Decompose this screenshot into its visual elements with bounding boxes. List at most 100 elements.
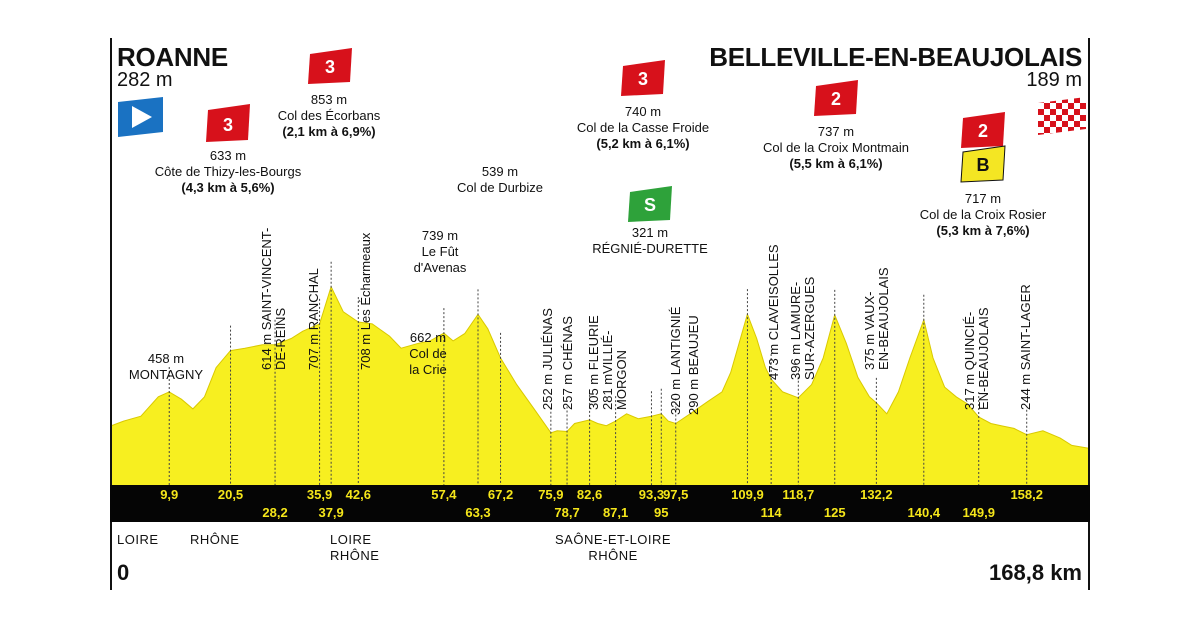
montagny-name: MONTAGNY	[129, 367, 203, 382]
place-lantignie: 320 m LANTIGNIÉ	[668, 306, 683, 415]
km-label-top: 132,2	[860, 487, 893, 502]
cat2-badge-montmain: 2	[814, 80, 858, 116]
sprint-altitude: 321 m	[632, 225, 668, 240]
svg-text:3: 3	[325, 57, 335, 77]
climb-ecorbans-name: Col des Écorbans	[278, 108, 381, 123]
svg-text:2: 2	[831, 89, 841, 109]
svg-text:2: 2	[978, 121, 988, 141]
crie-name-1: Col de	[409, 346, 447, 361]
finish-city: BELLEVILLE-EN-BEAUJOLAIS	[709, 42, 1082, 72]
climb-montmain-altitude: 737 m	[818, 124, 854, 139]
marker-lines	[168, 261, 1028, 485]
vertical-place-labels: 614 m SAINT-VINCENT-DE-REINS 707 m RANCH…	[259, 228, 1033, 415]
region-saone-rhone: SAÔNE-ET-LOIRE RHÔNE	[555, 532, 672, 564]
durbize-altitude: 539 m	[482, 164, 518, 179]
climb-thizy-name: Côte de Thizy-les-Bourgs	[155, 164, 302, 179]
sprint-badge: S	[628, 186, 672, 222]
svg-text:3: 3	[638, 69, 648, 89]
start-city: ROANNE	[117, 42, 228, 72]
place-fleurie: 305 m FLEURIE	[586, 315, 601, 410]
checkered-flag-icon	[1038, 97, 1086, 135]
km-label-top: 35,9	[307, 487, 332, 502]
climb-ecorbans-detail: (2,1 km à 6,9%)	[282, 124, 375, 139]
km-label-bottom: 78,7	[554, 505, 579, 520]
km-labels: 9,9 20,5 35,9 42,6 57,4 67,2 75,9 82,6 93,397,5 1…	[160, 487, 1043, 520]
km-label-bottom: 87,1	[603, 505, 628, 520]
horizontal-place-labels: 458 m MONTAGNY 539 m Col de Durbize 739 …	[129, 92, 1047, 382]
climb-casse-froide-detail: (5,2 km à 6,1%)	[596, 136, 689, 151]
climb-montmain-detail: (5,5 km à 6,1%)	[789, 156, 882, 171]
finish-altitude: 189 m	[1026, 69, 1082, 91]
climb-thizy-detail: (4,3 km à 5,6%)	[181, 180, 274, 195]
climb-ecorbans-altitude: 853 m	[311, 92, 347, 107]
km-label-top: 93,3	[639, 487, 664, 502]
fut-altitude: 739 m	[422, 228, 458, 243]
place-quincie: 317 m QUINCIÉ-EN-BEAUJOLAIS	[962, 307, 991, 410]
start-altitude: 282 m	[117, 69, 173, 91]
climb-rosier-altitude: 717 m	[965, 191, 1001, 206]
km-label-bottom: 95	[654, 505, 668, 520]
km-label-bottom: 114	[761, 505, 783, 520]
fut-name-1: Le Fût	[422, 244, 459, 259]
right-frame-line	[1088, 38, 1090, 590]
region-rhone: RHÔNE	[190, 532, 240, 547]
region-loire-rhone: LOIRE RHÔNE	[330, 532, 380, 564]
climb-casse-froide-name: Col de la Casse Froide	[577, 120, 709, 135]
profile-outline	[111, 285, 1089, 449]
km-band	[110, 485, 1090, 522]
climb-casse-froide-altitude: 740 m	[625, 104, 661, 119]
place-claveisolles: 473 m CLAVEISOLLES	[766, 244, 781, 380]
region-loire-start: LOIRE	[117, 532, 159, 547]
place-beaujeu: 290 m BEAUJEU	[686, 315, 701, 415]
cat2-badge-rosier: 2	[961, 112, 1005, 148]
km-label-top: 9,9	[160, 487, 178, 502]
place-ranchal: 707 m RANCHAL	[306, 268, 321, 370]
place-chenas: 257 m CHÉNAS	[560, 316, 575, 410]
km-label-top: 118,7	[782, 487, 814, 502]
km-label-top: 158,2	[1010, 487, 1043, 502]
bonus-badge: B	[960, 145, 1006, 183]
km-label-bottom: 125	[824, 505, 846, 520]
km-label-top: 57,4	[431, 487, 457, 502]
durbize-name: Col de Durbize	[457, 180, 543, 195]
place-julienas: 252 m JULIÉNAS	[540, 308, 555, 410]
place-saint-lager: 244 m SAINT-LAGER	[1018, 284, 1033, 410]
place-lamure: 396 m LAMURE-SUR-AZERGUES	[788, 276, 817, 380]
km-label-top: 67,2	[488, 487, 513, 502]
km-label-bottom: 149,9	[962, 505, 995, 520]
left-frame-line	[110, 38, 112, 590]
climb-badges: 3 3 3 2 2 B S	[206, 48, 1006, 222]
climb-rosier-detail: (5,3 km à 7,6%)	[936, 223, 1029, 238]
km-label-top: 75,9	[538, 487, 563, 502]
climb-thizy-altitude: 633 m	[210, 148, 246, 163]
svg-text:3: 3	[223, 115, 233, 135]
km-label-top: 109,9	[731, 487, 764, 502]
start-km: 0	[117, 560, 130, 585]
start-flag-icon	[118, 97, 163, 137]
fut-name-2: d'Avenas	[414, 260, 467, 275]
finish-km: 168,8 km	[989, 560, 1082, 585]
km-label-top: 42,6	[346, 487, 371, 502]
climb-montmain-name: Col de la Croix Montmain	[763, 140, 909, 155]
svg-text:B: B	[977, 155, 990, 175]
sprint-name: RÉGNIÉ-DURETTE	[592, 241, 708, 256]
climb-rosier-name: Col de la Croix Rosier	[920, 207, 1047, 222]
montagny-altitude: 458 m	[148, 351, 184, 366]
km-label-bottom: 37,9	[318, 505, 343, 520]
km-label-bottom: 140,4	[908, 505, 941, 520]
place-les-echarmeaux: 708 m Les Écharmeaux	[358, 232, 373, 370]
profile-area	[112, 286, 1088, 485]
crie-altitude: 662 m	[410, 330, 446, 345]
km-label-bottom: 63,3	[465, 505, 490, 520]
cat3-badge-casse-froide: 3	[621, 60, 665, 96]
place-villie-morgon: 281 mVILLIÉ-MORGON	[600, 331, 629, 411]
crie-name-2: la Crie	[409, 362, 447, 377]
km-label-top: 97,5	[663, 487, 688, 502]
km-label-top: 20,5	[218, 487, 243, 502]
place-vaux: 375 m VAUX-EN-BEAUJOLAIS	[862, 267, 891, 370]
km-label-top: 82,6	[577, 487, 602, 502]
place-saint-vincent: 614 m SAINT-VINCENT-DE-REINS	[259, 228, 288, 370]
km-label-bottom: 28,2	[262, 505, 287, 520]
